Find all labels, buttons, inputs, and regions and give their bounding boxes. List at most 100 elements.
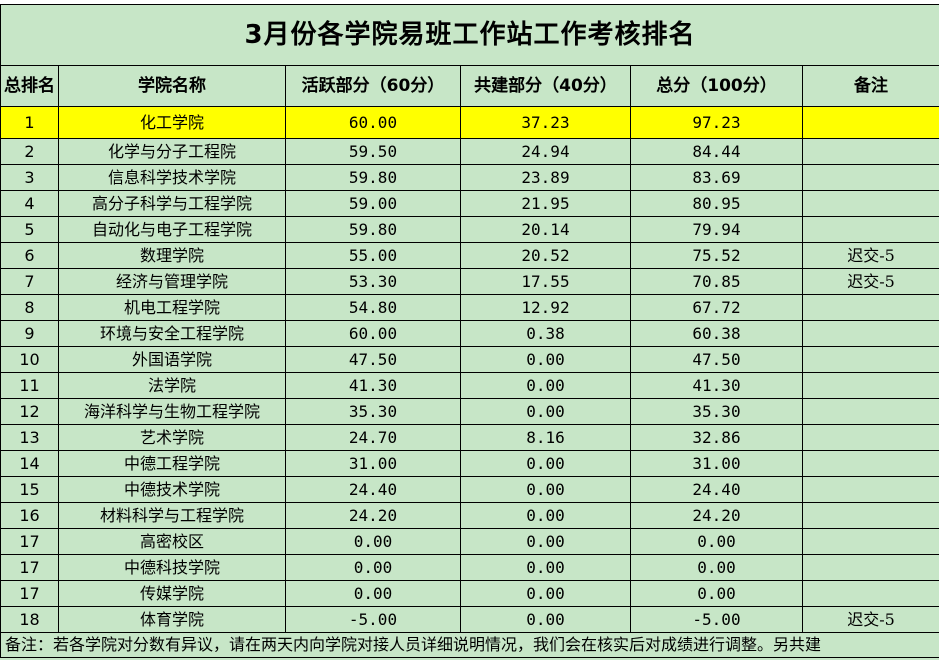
active-score-cell[interactable]: 54.80 <box>285 294 461 321</box>
rank-cell[interactable]: 6 <box>0 242 59 269</box>
rank-cell[interactable]: 2 <box>0 138 59 165</box>
active-score-cell[interactable]: 24.40 <box>285 476 461 503</box>
note-cell[interactable]: 迟交-5 <box>801 268 939 295</box>
rank-cell[interactable]: 15 <box>0 476 59 503</box>
note-cell[interactable] <box>801 164 939 191</box>
build-score-cell[interactable]: 17.55 <box>460 268 631 295</box>
total-score-cell[interactable]: 79.94 <box>630 216 803 243</box>
total-score-cell[interactable]: 70.85 <box>630 268 803 295</box>
total-score-cell[interactable]: 24.40 <box>630 476 803 503</box>
build-score-cell[interactable]: 24.94 <box>460 138 631 165</box>
college-cell[interactable]: 高分子科学与工程学院 <box>58 190 286 217</box>
build-score-cell[interactable]: 0.00 <box>460 502 631 529</box>
rank-cell[interactable]: 7 <box>0 268 59 295</box>
rank-cell[interactable]: 9 <box>0 320 59 347</box>
rank-cell[interactable]: 13 <box>0 424 59 451</box>
college-cell[interactable]: 化学与分子工程院 <box>58 138 286 165</box>
header-note[interactable]: 备注 <box>801 65 939 107</box>
total-score-cell[interactable]: 67.72 <box>630 294 803 321</box>
active-score-cell[interactable]: 59.00 <box>285 190 461 217</box>
college-cell[interactable]: 法学院 <box>58 372 286 399</box>
college-cell[interactable]: 中德技术学院 <box>58 476 286 503</box>
active-score-cell[interactable]: 60.00 <box>285 106 461 139</box>
college-cell[interactable]: 传媒学院 <box>58 580 286 607</box>
note-cell[interactable] <box>801 190 939 217</box>
active-score-cell[interactable]: 60.00 <box>285 320 461 347</box>
total-score-cell[interactable]: 35.30 <box>630 398 803 425</box>
sheet-title[interactable]: 3月份各学院易班工作站工作考核排名 <box>0 4 939 66</box>
total-score-cell[interactable]: 32.86 <box>630 424 803 451</box>
active-score-cell[interactable]: 0.00 <box>285 580 461 607</box>
note-cell[interactable] <box>801 554 939 581</box>
rank-cell[interactable]: 17 <box>0 528 59 555</box>
college-cell[interactable]: 外国语学院 <box>58 346 286 373</box>
college-cell[interactable]: 信息科学技术学院 <box>58 164 286 191</box>
build-score-cell[interactable]: 0.00 <box>460 372 631 399</box>
total-score-cell[interactable]: 24.20 <box>630 502 803 529</box>
rank-cell[interactable]: 12 <box>0 398 59 425</box>
build-score-cell[interactable]: 12.92 <box>460 294 631 321</box>
rank-cell[interactable]: 10 <box>0 346 59 373</box>
build-score-cell[interactable]: 0.38 <box>460 320 631 347</box>
total-score-cell[interactable]: 0.00 <box>630 554 803 581</box>
college-cell[interactable]: 经济与管理学院 <box>58 268 286 295</box>
build-score-cell[interactable]: 20.52 <box>460 242 631 269</box>
college-cell[interactable]: 材料科学与工程学院 <box>58 502 286 529</box>
header-active[interactable]: 活跃部分（60分） <box>285 65 461 107</box>
note-cell[interactable] <box>801 476 939 503</box>
rank-cell[interactable]: 1 <box>0 106 59 139</box>
header-total[interactable]: 总分（100分） <box>630 65 803 107</box>
note-cell[interactable] <box>801 580 939 607</box>
note-cell[interactable] <box>801 502 939 529</box>
rank-cell[interactable]: 3 <box>0 164 59 191</box>
total-score-cell[interactable]: 47.50 <box>630 346 803 373</box>
note-cell[interactable] <box>801 216 939 243</box>
total-score-cell[interactable]: 0.00 <box>630 528 803 555</box>
note-cell[interactable] <box>801 424 939 451</box>
note-cell[interactable]: 迟交-5 <box>801 606 939 633</box>
rank-cell[interactable]: 14 <box>0 450 59 477</box>
college-cell[interactable]: 体育学院 <box>58 606 286 633</box>
rank-cell[interactable]: 11 <box>0 372 59 399</box>
total-score-cell[interactable]: 84.44 <box>630 138 803 165</box>
note-cell[interactable] <box>801 372 939 399</box>
total-score-cell[interactable]: 83.69 <box>630 164 803 191</box>
total-score-cell[interactable]: 80.95 <box>630 190 803 217</box>
note-cell[interactable] <box>801 106 939 139</box>
active-score-cell[interactable]: 55.00 <box>285 242 461 269</box>
active-score-cell[interactable]: 0.00 <box>285 528 461 555</box>
build-score-cell[interactable]: 0.00 <box>460 554 631 581</box>
rank-cell[interactable]: 18 <box>0 606 59 633</box>
build-score-cell[interactable]: 37.23 <box>460 106 631 139</box>
build-score-cell[interactable]: 0.00 <box>460 346 631 373</box>
rank-cell[interactable]: 17 <box>0 580 59 607</box>
build-score-cell[interactable]: 21.95 <box>460 190 631 217</box>
active-score-cell[interactable]: 35.30 <box>285 398 461 425</box>
total-score-cell[interactable]: -5.00 <box>630 606 803 633</box>
header-rank[interactable]: 总排名 <box>0 65 59 107</box>
total-score-cell[interactable]: 97.23 <box>630 106 803 139</box>
note-cell[interactable] <box>801 138 939 165</box>
active-score-cell[interactable]: 24.20 <box>285 502 461 529</box>
college-cell[interactable]: 数理学院 <box>58 242 286 269</box>
college-cell[interactable]: 中德科技学院 <box>58 554 286 581</box>
total-score-cell[interactable]: 60.38 <box>630 320 803 347</box>
note-cell[interactable] <box>801 450 939 477</box>
note-cell[interactable]: 迟交-5 <box>801 242 939 269</box>
total-score-cell[interactable]: 31.00 <box>630 450 803 477</box>
active-score-cell[interactable]: 31.00 <box>285 450 461 477</box>
rank-cell[interactable]: 8 <box>0 294 59 321</box>
active-score-cell[interactable]: 24.70 <box>285 424 461 451</box>
note-cell[interactable] <box>801 346 939 373</box>
total-score-cell[interactable]: 41.30 <box>630 372 803 399</box>
total-score-cell[interactable]: 75.52 <box>630 242 803 269</box>
footnote-cell[interactable]: 备注：若各学院对分数有异议，请在两天内向学院对接人员详细说明情况，我们会在核实后… <box>0 632 939 658</box>
active-score-cell[interactable]: -5.00 <box>285 606 461 633</box>
college-cell[interactable]: 海洋科学与生物工程学院 <box>58 398 286 425</box>
rank-cell[interactable]: 17 <box>0 554 59 581</box>
note-cell[interactable] <box>801 294 939 321</box>
college-cell[interactable]: 高密校区 <box>58 528 286 555</box>
rank-cell[interactable]: 4 <box>0 190 59 217</box>
active-score-cell[interactable]: 53.30 <box>285 268 461 295</box>
college-cell[interactable]: 艺术学院 <box>58 424 286 451</box>
